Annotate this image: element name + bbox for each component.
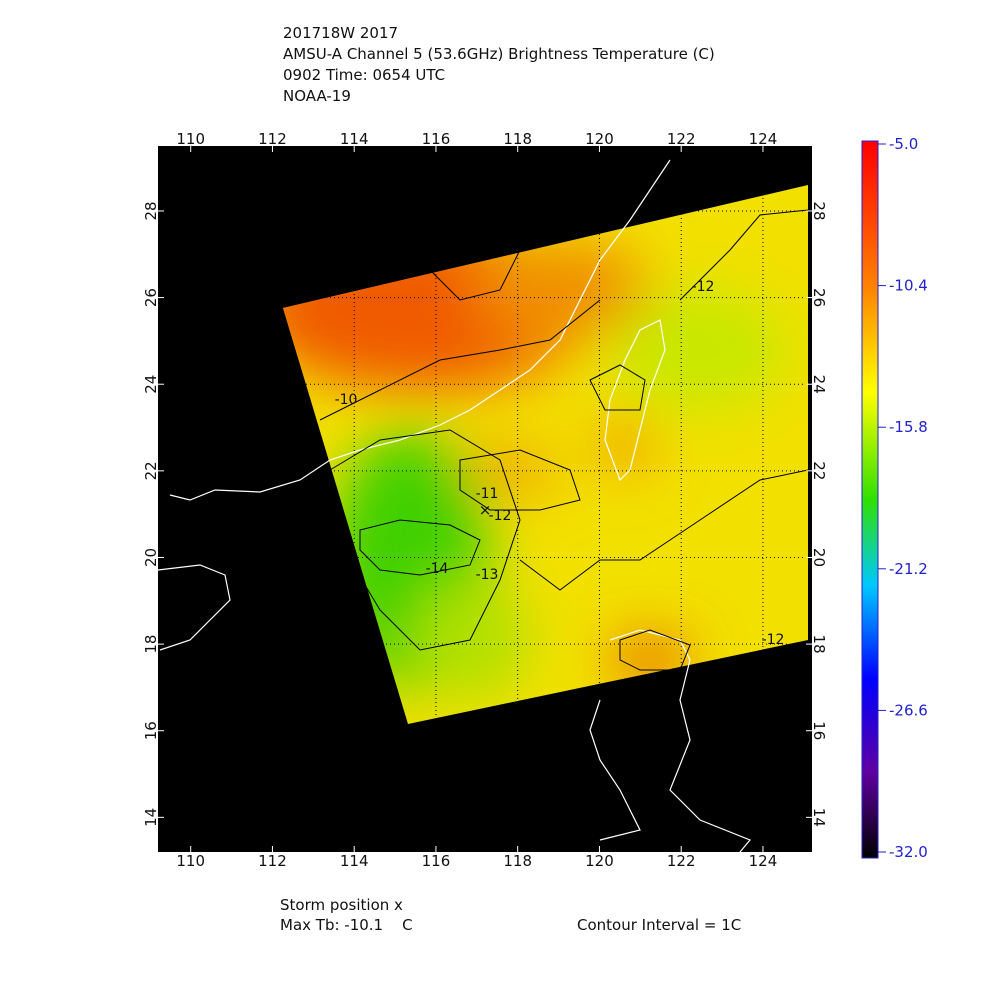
- lon-label: 124: [749, 852, 778, 870]
- lon-label: 112: [258, 130, 287, 148]
- lat-label: 14: [142, 808, 160, 827]
- lon-label: 114: [340, 130, 369, 148]
- lat-label: 22: [810, 461, 828, 480]
- lon-label: 116: [422, 130, 451, 148]
- coastline: [158, 159, 751, 852]
- lat-label: 20: [810, 548, 828, 567]
- colorbar-label: -26.6: [889, 701, 928, 719]
- lon-label: 120: [585, 852, 614, 870]
- lon-label: 124: [749, 130, 778, 148]
- lat-label: 20: [142, 548, 160, 567]
- lat-label: 16: [810, 721, 828, 740]
- colorbar-label: -15.8: [889, 418, 928, 436]
- lat-label: 18: [142, 635, 160, 654]
- lat-label: 28: [142, 201, 160, 220]
- title-line: 0902 Time: 0654 UTC: [283, 66, 445, 84]
- contour-label: -14: [426, 561, 449, 577]
- grid: [283, 185, 808, 724]
- contours: [319, 209, 809, 671]
- contour-label: -11: [476, 486, 499, 502]
- colorbar-label: -10.4: [889, 277, 928, 295]
- colorbar-label: -32.0: [889, 843, 928, 861]
- lat-label: 26: [142, 288, 160, 307]
- footer-storm: Storm position x: [280, 896, 403, 914]
- colorbar: [861, 140, 879, 859]
- lon-label: 110: [176, 852, 205, 870]
- lon-label: 116: [422, 852, 451, 870]
- lon-label: 120: [585, 130, 614, 148]
- contour-label: -10: [335, 392, 358, 408]
- storm-marker: ×: [479, 501, 492, 519]
- lat-label: 28: [810, 201, 828, 220]
- lon-label: 122: [667, 130, 696, 148]
- title-line: NOAA-19: [283, 87, 351, 105]
- lon-label: 114: [340, 852, 369, 870]
- lon-label: 122: [667, 852, 696, 870]
- contour-label: -12: [762, 632, 785, 648]
- lon-label: 112: [258, 852, 287, 870]
- title-line: 201718W 2017: [283, 24, 398, 42]
- colorbar-label: -21.2: [889, 560, 928, 578]
- lat-label: 14: [810, 808, 828, 827]
- lat-label: 24: [810, 375, 828, 394]
- contour-label: -12: [489, 508, 512, 524]
- lat-label: 24: [142, 375, 160, 394]
- lon-label: 118: [503, 852, 532, 870]
- footer-maxtb: Max Tb: -10.1 C: [280, 916, 413, 934]
- lon-label: 110: [176, 130, 205, 148]
- lon-label: 118: [503, 130, 532, 148]
- contour-label: -13: [476, 567, 499, 583]
- lat-label: 18: [810, 635, 828, 654]
- lat-label: 16: [142, 721, 160, 740]
- lat-label: 22: [142, 461, 160, 480]
- lat-label: 26: [810, 288, 828, 307]
- title-line: AMSU-A Channel 5 (53.6GHz) Brightness Te…: [283, 45, 715, 63]
- contour-label: -12: [692, 279, 715, 295]
- footer-interval: Contour Interval = 1C: [577, 916, 741, 934]
- colorbar-label: -5.0: [889, 135, 918, 153]
